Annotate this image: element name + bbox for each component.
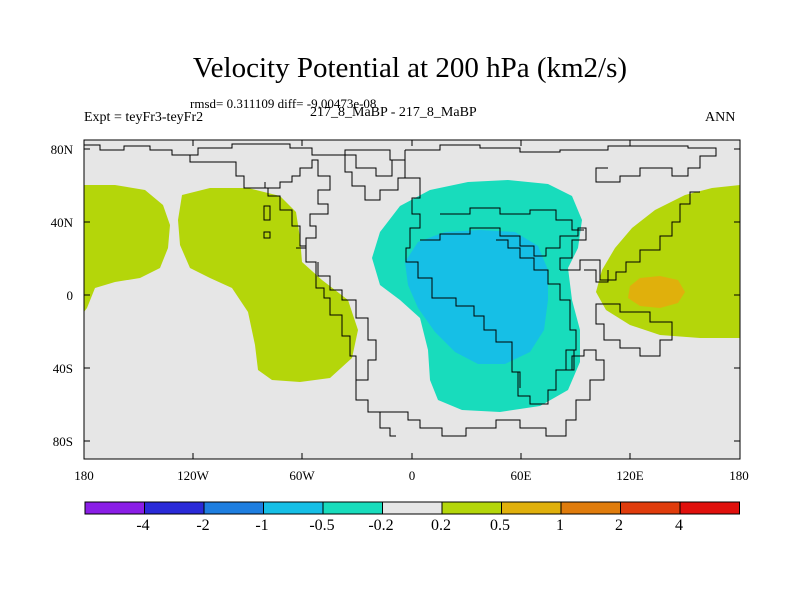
x-tick-label: 180 (74, 468, 94, 483)
colorbar-label: 2 (615, 517, 623, 534)
colorbar-swatch (84, 501, 145, 515)
colorbar (84, 501, 740, 515)
colorbar-swatch (382, 501, 443, 515)
colorbar-swatch (441, 501, 502, 515)
positive-anomaly-region (178, 188, 358, 382)
colorbar-label: 0.2 (431, 517, 451, 534)
colorbar-swatch (560, 501, 621, 515)
axis-ticks (83, 140, 741, 459)
x-tick-label: 120E (616, 468, 644, 483)
x-tick-label: 60E (510, 468, 532, 483)
case-label: 217_8_MaBP - 217_8_MaBP (310, 105, 477, 120)
colorbar-label: -4 (136, 517, 150, 534)
colorbar-swatch (144, 501, 205, 515)
colorbar-label: -0.2 (368, 517, 394, 534)
colorbar-label: -0.5 (309, 517, 335, 534)
y-tick-label: 40N (50, 215, 73, 230)
colorbar-swatch (203, 501, 264, 515)
colorbar-swatch (501, 501, 562, 515)
colorbar-swatch (322, 501, 383, 515)
y-tick-label: 40S (52, 361, 73, 376)
y-tick-label: 0 (66, 288, 74, 303)
colorbar-label: 1 (556, 517, 564, 534)
y-tick-label: 80N (50, 142, 73, 157)
colorbar-label: 4 (675, 517, 683, 534)
colorbar-label: -2 (196, 517, 210, 534)
plot-title: Velocity Potential at 200 hPa (km2/s) (192, 52, 628, 84)
y-tick-label: 80S (52, 434, 73, 449)
x-tick-label: 180 (729, 468, 749, 483)
strong-negative-core (405, 230, 548, 364)
experiment-label: Expt = teyFr3-teyFr2 (84, 110, 204, 125)
colorbar-swatch (620, 501, 681, 515)
colorbar-label: 0.5 (490, 517, 510, 534)
colorbar-label: -1 (255, 517, 269, 534)
x-tick-label: 0 (408, 468, 416, 483)
coastline-outlines (84, 143, 717, 437)
stats-label: rmsd= 0.311109 diff= -9.00473e-08 (190, 96, 377, 111)
colorbar-swatch (679, 501, 740, 515)
season-label: ANN (705, 110, 736, 125)
colorbar-swatch (263, 501, 324, 515)
x-tick-label: 120W (177, 468, 209, 483)
x-tick-label: 60W (289, 468, 315, 483)
positive-anomaly-region (84, 185, 170, 312)
strong-positive-core (628, 276, 685, 308)
